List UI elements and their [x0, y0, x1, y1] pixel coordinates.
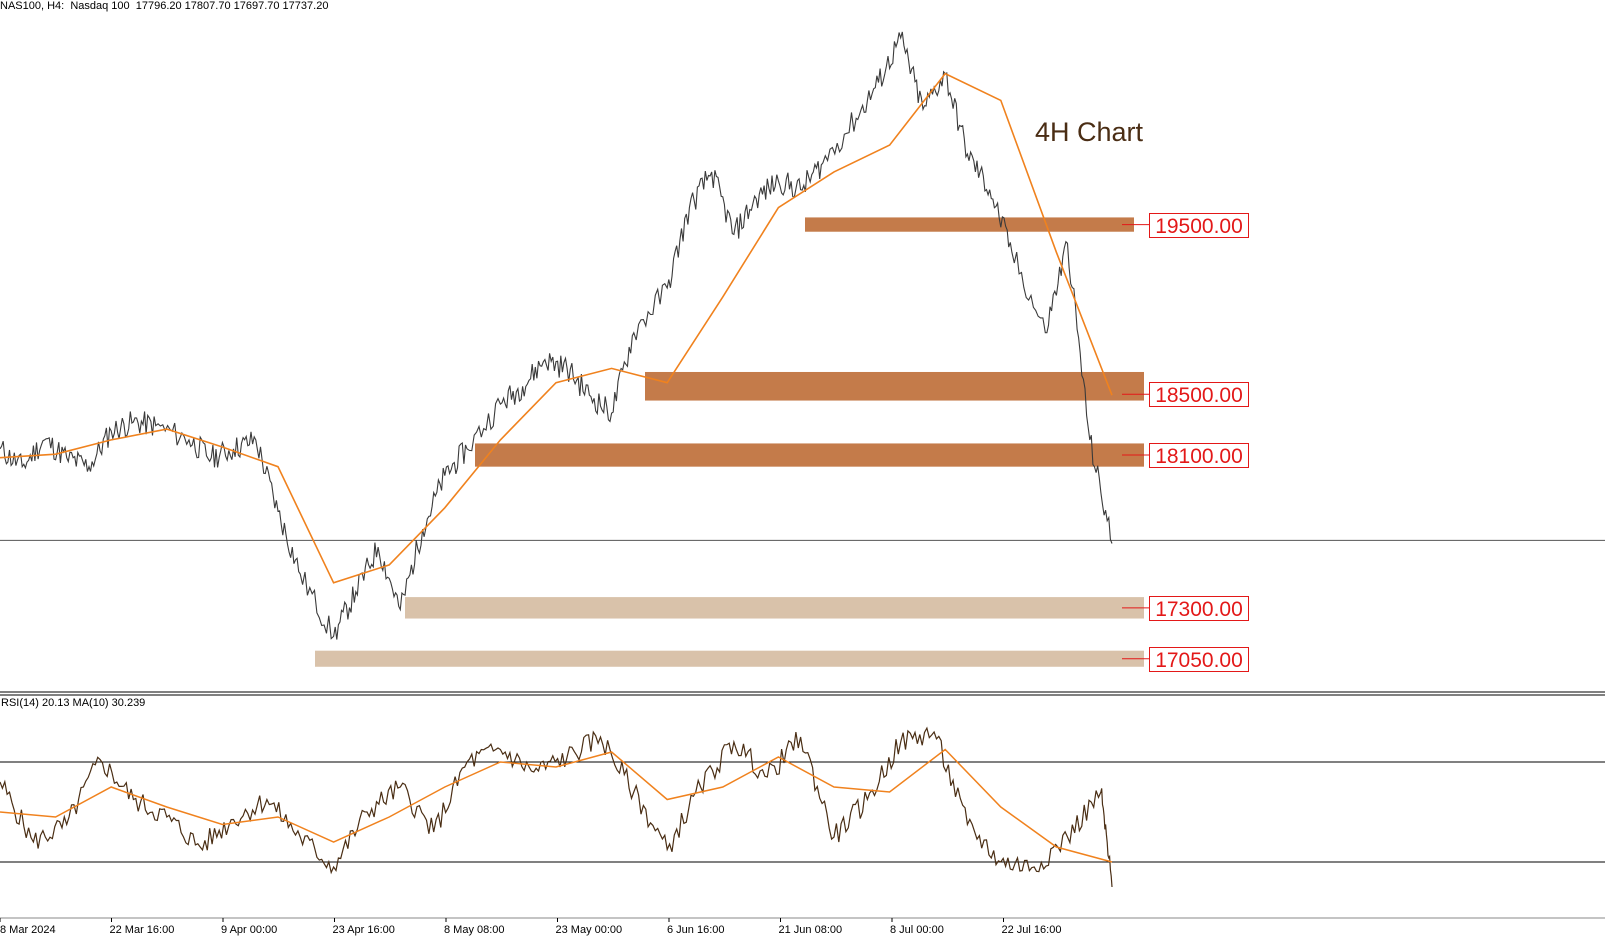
price-ma-line: [0, 72, 1113, 584]
zone-18500-00: [645, 371, 1144, 401]
level-label: 18100.00: [1149, 443, 1249, 469]
x-tick-label: 8 May 08:00: [444, 924, 505, 936]
x-tick-label: 23 May 00:00: [555, 924, 623, 936]
rsi-header: RSI(14) 20.13 MA(10) 30.239: [1, 697, 146, 709]
x-tick-label: 9 Apr 00:00: [221, 924, 278, 936]
x-tick-label: 8 Jul 00:00: [890, 924, 944, 936]
zone-17050-00: [315, 650, 1144, 667]
rsi-layer: [0, 726, 1605, 888]
x-tick-label: 6 Jun 16:00: [667, 924, 725, 936]
zone-17300-00: [405, 597, 1144, 619]
x-tick-label: 21 Jun 08:00: [778, 924, 843, 936]
zone-18100-00: [475, 443, 1144, 467]
x-tick-label: 22 Mar 16:00: [109, 924, 175, 936]
zone-19500-00: [805, 217, 1134, 232]
rsi-line: [0, 726, 1113, 888]
rsi-ma-line: [0, 748, 1113, 863]
level-label: 17300.00: [1149, 595, 1249, 621]
price-series-line: [0, 31, 1113, 640]
level-label: 17050.00: [1149, 646, 1249, 672]
x-tick-label: 22 Jul 16:00: [1001, 924, 1062, 936]
x-tick-label: 23 Apr 16:00: [332, 924, 395, 936]
level-label: 19500.00: [1149, 212, 1249, 238]
level-label: 18500.00: [1149, 382, 1249, 408]
symbol-header: NAS100, H4: Nasdaq 100 17796.20 17807.70…: [0, 0, 329, 12]
chart-annotation-title: 4H Chart: [1035, 117, 1144, 147]
zones-layer: [315, 217, 1149, 667]
price-layer: [0, 31, 1605, 640]
x-tick-label: 8 Mar 2024: [0, 924, 56, 936]
